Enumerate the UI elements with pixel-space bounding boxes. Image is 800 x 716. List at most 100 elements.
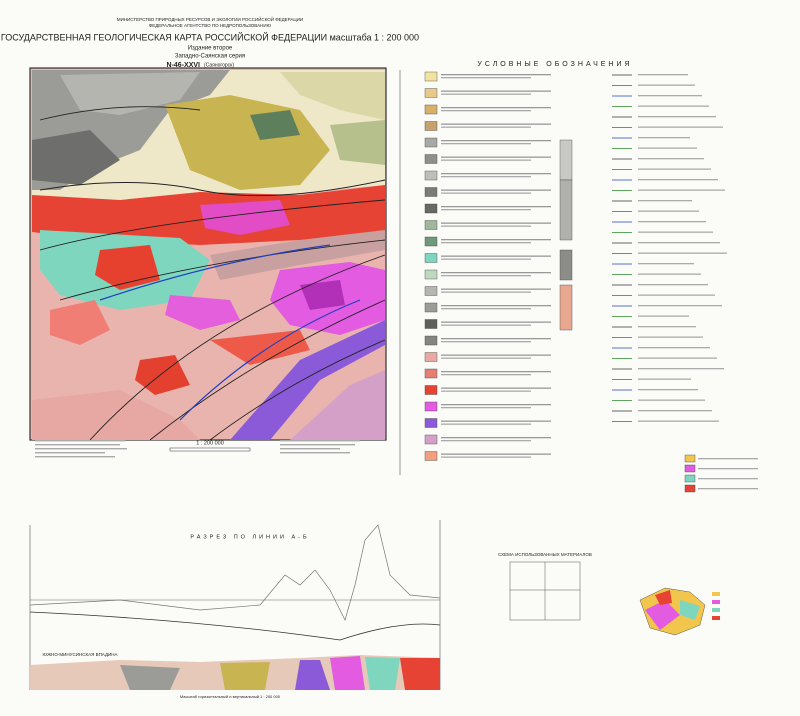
legend-item (638, 168, 711, 170)
legend-item (638, 158, 704, 160)
legend-item (559, 249, 573, 281)
legend-item (684, 484, 696, 493)
legend-item (638, 368, 724, 370)
legend-item (638, 137, 690, 139)
legend-item (424, 220, 438, 230)
legend-item (698, 488, 758, 490)
legend-item (441, 93, 531, 95)
legend-item (638, 147, 697, 149)
cross-section (29, 520, 441, 690)
legend-item (441, 123, 551, 125)
legend-item (638, 95, 702, 97)
legend-item (441, 453, 551, 455)
legend-item (424, 269, 438, 280)
legend-item (424, 137, 438, 148)
legend-item (441, 126, 531, 128)
legend-item (638, 252, 727, 254)
legend-item (424, 418, 438, 428)
legend-item (441, 341, 531, 343)
legend-item (441, 74, 551, 76)
legend-item (559, 139, 573, 181)
legend-item (441, 206, 551, 208)
legend-item (684, 464, 696, 473)
geological-map (29, 67, 387, 441)
legend-item (638, 200, 692, 202)
legend-item (424, 253, 438, 263)
legend-item (441, 324, 531, 326)
legend-item (638, 378, 691, 380)
legend-item (424, 71, 438, 82)
sheet-name: (Саяногорск) (204, 62, 234, 68)
legend-item (441, 275, 531, 277)
legend-item (441, 239, 551, 241)
legend-item (441, 420, 551, 422)
section-scale: Масштаб горизонтальный и вертикальный 1 … (180, 694, 281, 699)
imprint (35, 440, 360, 458)
legend-item (638, 189, 725, 191)
legend-item (638, 210, 699, 212)
sheet-title: ГОСУДАРСТВЕННАЯ ГЕОЛОГИЧЕСКАЯ КАРТА РОСС… (1, 31, 419, 42)
legend-item (441, 374, 531, 376)
legend-item (441, 192, 531, 194)
legend-item (424, 187, 438, 197)
legend-item (441, 437, 551, 439)
legend-item (441, 107, 551, 109)
legend-item (441, 390, 531, 392)
legend-item (424, 170, 438, 181)
legend-item (441, 407, 531, 409)
legend-title: УСЛОВНЫЕ ОБОЗНАЧЕНИЯ (477, 61, 632, 68)
legend-item (441, 140, 551, 142)
legend-item (638, 84, 695, 86)
legend-item (424, 104, 438, 115)
legend-item (441, 143, 531, 145)
legend-item (441, 321, 551, 323)
legend-item (441, 222, 551, 224)
legend-item (638, 74, 688, 76)
edition: Издание второе (188, 46, 233, 52)
legend-item (441, 173, 551, 175)
index-map (639, 587, 720, 636)
legend-item (638, 315, 689, 317)
series: Западно-Саянская серия (175, 54, 245, 60)
legend-item (441, 209, 531, 211)
legend-item (638, 294, 715, 296)
legend-item (441, 288, 551, 290)
legend-item (424, 319, 438, 329)
legend-item (441, 387, 551, 389)
map-scale: 1 : 200 000 (196, 440, 224, 446)
legend-item (441, 110, 531, 112)
legend-item (684, 474, 696, 483)
legend-item (698, 478, 758, 480)
legend-item (638, 410, 712, 412)
legend-item (638, 389, 698, 391)
legend-item (698, 468, 758, 470)
legend-item (441, 77, 531, 79)
legend-item (424, 368, 438, 379)
legend-item (424, 401, 438, 412)
legend-item (638, 326, 696, 328)
legend-item (638, 305, 722, 307)
legend-item (424, 434, 438, 445)
legend-item (441, 371, 551, 373)
legend-item (441, 159, 531, 161)
legend-item (441, 242, 531, 244)
legend-item (424, 451, 438, 461)
legend-item (424, 352, 438, 362)
legend-item (638, 116, 716, 118)
legend-item (441, 423, 531, 425)
legend-item (698, 458, 758, 460)
legend-item (441, 338, 551, 340)
legend-item (424, 236, 438, 247)
legend-item (638, 242, 720, 244)
legend-item (424, 154, 438, 164)
legend-item (684, 454, 696, 463)
legend-item (638, 126, 723, 128)
legend-item (441, 440, 531, 442)
legend-item (559, 179, 573, 241)
legend-item (424, 203, 438, 214)
legend-item (441, 357, 531, 359)
legend-item (441, 156, 551, 158)
legend-item (424, 302, 438, 313)
legend-item (424, 88, 438, 98)
legend-item (441, 225, 531, 227)
